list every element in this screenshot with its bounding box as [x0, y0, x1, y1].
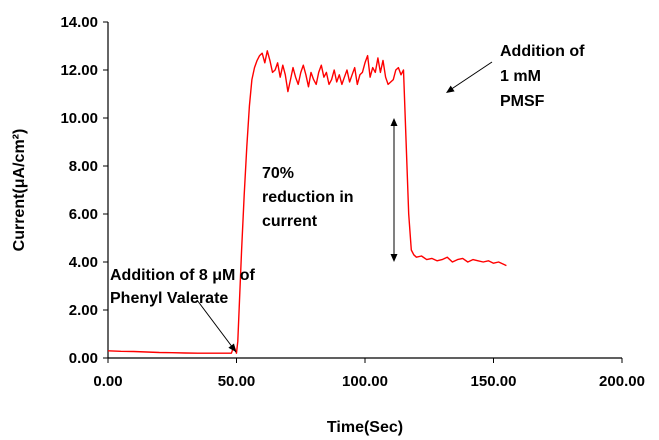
series-line	[107, 50, 507, 354]
phenyl-arrow-line	[196, 299, 237, 353]
x-tick-label: 150.00	[471, 373, 517, 390]
phenyl-arrow-head	[228, 343, 236, 352]
annotation-reduction-line: 70%	[262, 165, 294, 182]
y-tick-label: 2.00	[69, 302, 98, 319]
y-tick-label: 12.00	[60, 62, 98, 79]
axes	[103, 21, 623, 363]
annotation-pmsf-line: 1 mM	[500, 68, 541, 85]
pmsf-arrow-head	[446, 85, 455, 93]
x-tick-labels: 0.00 50.00 100.00 150.00 200.00	[93, 373, 645, 390]
y-tick-labels: 0.00 2.00 4.00 6.00 8.00 10.00 12.00 14.00	[60, 14, 98, 367]
annotation-reduction-line: reduction in	[262, 189, 354, 206]
reduction-arrow-head-bottom	[390, 254, 398, 262]
x-axis-title: Time(Sec)	[327, 419, 403, 436]
annotation-reduction-line: current	[262, 213, 318, 230]
annotation-phenyl-line: Addition of 8 μM of	[110, 267, 256, 284]
y-axis-title: Current(μA/cm²)	[11, 129, 28, 252]
y-tick-label: 10.00	[60, 110, 98, 127]
pmsf-arrow-line	[449, 61, 493, 91]
y-tick-label: 14.00	[60, 14, 98, 31]
reduction-arrow-head-top	[390, 118, 398, 126]
x-tick-label: 100.00	[342, 373, 388, 390]
annotation-pmsf-line: Addition of	[500, 43, 585, 60]
annotation-arrows	[196, 61, 493, 353]
y-tick-label: 4.00	[69, 254, 98, 271]
x-tick-label: 50.00	[218, 373, 256, 390]
y-tick-label: 6.00	[69, 206, 98, 223]
y-tick-label: 8.00	[69, 158, 98, 175]
y-tick-label: 0.00	[69, 350, 98, 367]
x-tick-label: 0.00	[93, 373, 122, 390]
annotation-pmsf-line: PMSF	[500, 93, 545, 110]
annotations: Addition of 8 μM of Phenyl Valerate 70% red…	[110, 43, 585, 307]
annotation-phenyl-line: Phenyl Valerate	[110, 290, 228, 307]
x-tick-label: 200.00	[599, 373, 645, 390]
